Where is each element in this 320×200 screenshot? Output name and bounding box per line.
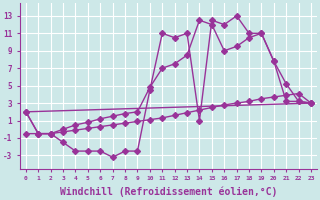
X-axis label: Windchill (Refroidissement éolien,°C): Windchill (Refroidissement éolien,°C) — [60, 187, 277, 197]
